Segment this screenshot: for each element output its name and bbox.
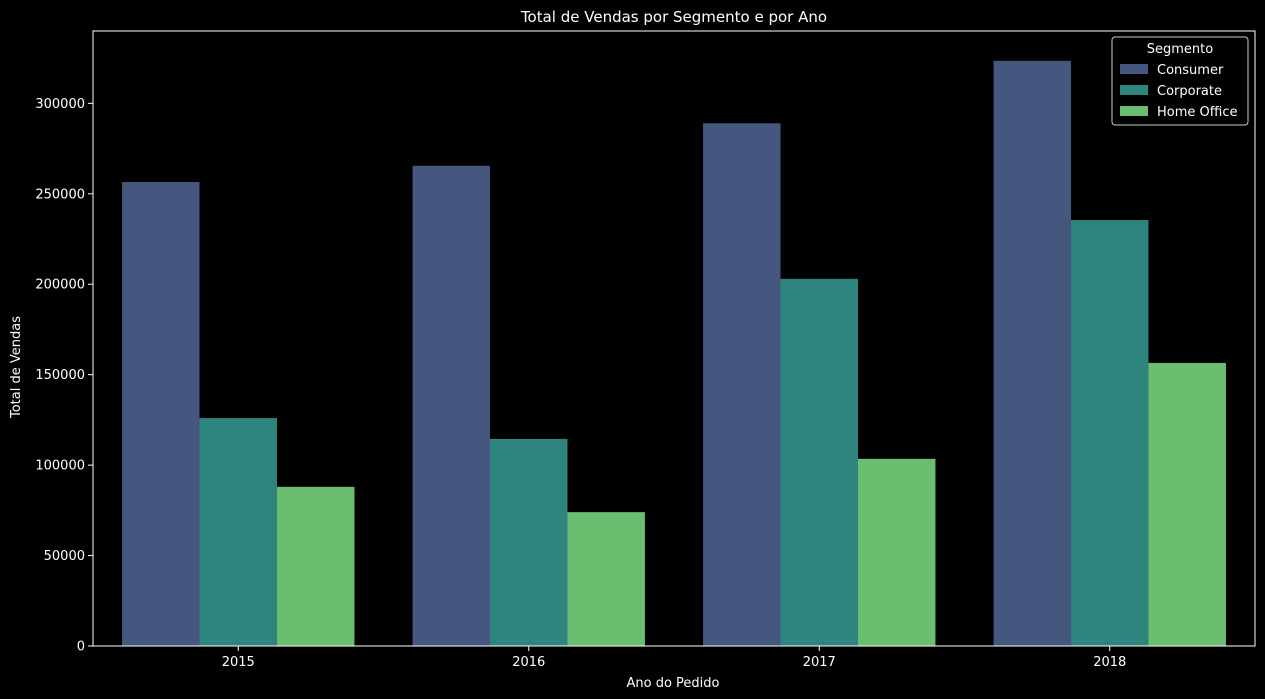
chart-title: Total de Vendas por Segmento e por Ano: [520, 8, 827, 26]
legend: Segmento Consumer Corporate Home Office: [1111, 36, 1249, 126]
legend-items: Consumer Corporate Home Office: [1120, 63, 1237, 120]
bar-consumer-2018: [993, 60, 1072, 647]
y-tick-label: 250000: [35, 187, 85, 202]
bar-consumer-2016: [412, 165, 491, 646]
bar-corporate-2015: [199, 418, 277, 646]
x-tick-label: 2017: [803, 655, 836, 670]
plot-frame: [92, 30, 1256, 647]
x-tick-label: 2015: [222, 655, 255, 670]
bar-home-office-2017: [857, 458, 936, 646]
y-tick-label: 100000: [35, 459, 85, 474]
x-tick-label: 2018: [1093, 655, 1126, 670]
bar-corporate-2016: [490, 438, 568, 646]
legend-label-corporate: Corporate: [1157, 84, 1222, 99]
y-tick-label: 300000: [35, 97, 85, 112]
legend-label-home-office: Home Office: [1157, 105, 1237, 120]
y-tick-label: 200000: [35, 278, 85, 293]
y-tick-label: 150000: [35, 368, 85, 383]
legend-swatch-home-office: [1120, 106, 1148, 116]
legend-title: Segmento: [1147, 42, 1214, 57]
bar-corporate-2018: [1071, 220, 1149, 646]
x-axis: 2015 2016 2017 2018: [222, 646, 1126, 670]
y-axis-label: Total de Vendas: [9, 316, 24, 419]
bar-consumer-2015: [122, 182, 200, 647]
bars-group: [122, 60, 1226, 647]
bar-home-office-2018: [1148, 362, 1226, 646]
x-tick-label: 2016: [512, 655, 545, 670]
y-tick-label: 50000: [44, 549, 85, 564]
y-tick-label: 0: [77, 640, 85, 655]
bar-consumer-2017: [703, 123, 781, 646]
legend-swatch-corporate: [1120, 85, 1148, 95]
legend-swatch-consumer: [1120, 64, 1148, 74]
legend-label-consumer: Consumer: [1157, 63, 1224, 78]
x-axis-label: Ano do Pedido: [627, 676, 720, 691]
bar-corporate-2017: [780, 278, 858, 646]
y-axis: 0 50000 100000 150000 200000 250000 300000: [35, 97, 93, 655]
bar-home-office-2015: [276, 486, 355, 646]
legend-box: [1111, 36, 1249, 126]
bar-home-office-2016: [567, 512, 645, 646]
